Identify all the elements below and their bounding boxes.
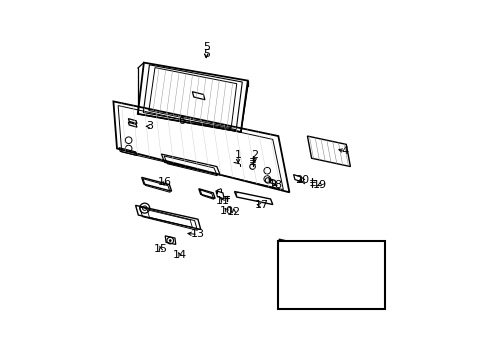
Bar (278, 241, 384, 309)
Text: 14: 14 (173, 250, 186, 260)
Text: 3: 3 (145, 121, 153, 131)
Text: 7: 7 (310, 297, 317, 307)
Text: 6: 6 (178, 116, 184, 126)
Text: 13: 13 (190, 229, 204, 239)
Polygon shape (288, 243, 314, 260)
Text: 10: 10 (220, 206, 234, 216)
Text: 19: 19 (312, 180, 326, 190)
Text: 12: 12 (226, 207, 241, 217)
Text: 20: 20 (294, 175, 308, 185)
Text: 18: 18 (268, 180, 282, 190)
Text: 9: 9 (334, 264, 341, 274)
Text: 11: 11 (215, 196, 229, 206)
Text: 1: 1 (234, 150, 241, 161)
Text: 5: 5 (203, 42, 209, 52)
Text: 17: 17 (254, 201, 268, 210)
Text: 15: 15 (153, 244, 167, 254)
Circle shape (168, 239, 171, 242)
Text: 8: 8 (286, 267, 294, 277)
Text: 5: 5 (203, 49, 209, 59)
Text: 16: 16 (157, 177, 171, 187)
Text: 4: 4 (341, 146, 348, 156)
Text: 2: 2 (251, 150, 258, 161)
